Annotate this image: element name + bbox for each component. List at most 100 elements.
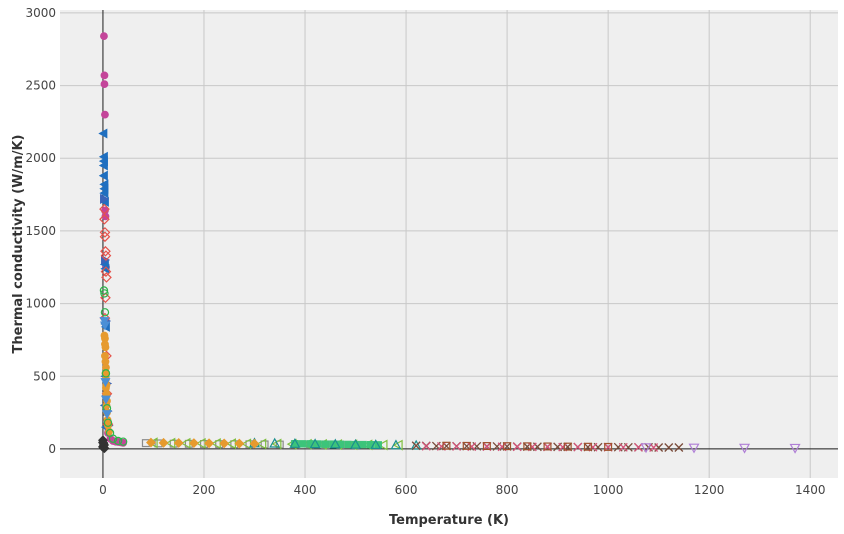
data-point [108, 434, 118, 443]
data-point [98, 160, 108, 171]
data-point [289, 437, 301, 448]
data-point [618, 442, 628, 452]
data-point [573, 442, 583, 452]
data-point [421, 441, 431, 451]
data-point [329, 438, 341, 449]
x-tick-label: 600 [395, 483, 418, 497]
data-point [113, 436, 123, 446]
data-point [674, 443, 684, 452]
data-point [442, 441, 451, 450]
data-point [390, 439, 402, 450]
data-point [219, 438, 230, 449]
data-point [100, 245, 111, 257]
data-point [234, 438, 245, 449]
data-point [101, 110, 109, 119]
data-point [100, 32, 108, 41]
data-point [99, 286, 109, 295]
data-point [306, 440, 314, 448]
data-point [101, 343, 110, 352]
data-point [392, 439, 403, 451]
y-tick-label: 3000 [25, 6, 56, 20]
y-tick-label: 2500 [25, 79, 56, 93]
data-point [543, 442, 552, 451]
grid [60, 10, 838, 478]
x-tick-label: 1400 [795, 483, 826, 497]
data-point [146, 437, 156, 448]
x-axis-title: Temperature (K) [389, 513, 509, 528]
data-point [664, 443, 674, 452]
tick-labels: 0 200 400 600 800 1000 1200 1400 0 500 1000 1500 200… [25, 6, 825, 497]
x-tick-label: 0 [99, 483, 107, 497]
data-point [583, 442, 592, 451]
data-point [99, 188, 109, 199]
data-point [377, 439, 388, 451]
data-point [370, 439, 382, 450]
data-point [99, 203, 110, 215]
y-tick-label: 2000 [25, 151, 56, 165]
y-tick-label: 500 [33, 369, 56, 383]
data-point [100, 378, 111, 388]
x-tick-label: 1200 [694, 483, 725, 497]
data-point [640, 443, 652, 454]
x-tick-label: 800 [496, 483, 519, 497]
data-point [99, 213, 110, 225]
data-point [99, 317, 110, 327]
data-point [269, 437, 281, 448]
data-point [99, 231, 111, 243]
data-point [100, 308, 110, 317]
data-point [188, 438, 199, 449]
data-point [100, 395, 111, 405]
data-point [100, 289, 109, 298]
data-point [249, 438, 260, 449]
data-points [98, 32, 801, 454]
data-point [633, 442, 643, 452]
data-point [118, 437, 128, 446]
data-point [503, 442, 512, 451]
data-point [688, 443, 700, 454]
y-tick-label: 1500 [25, 224, 56, 238]
x-tick-label: 1000 [593, 483, 624, 497]
plot-background [60, 10, 838, 478]
data-point [350, 438, 362, 449]
y-tick-label: 1000 [25, 297, 56, 311]
data-point [100, 71, 109, 80]
data-point [256, 438, 267, 450]
data-point [101, 369, 111, 378]
data-point [739, 443, 751, 454]
data-point [101, 410, 112, 420]
data-point [158, 437, 169, 448]
data-point [512, 442, 522, 452]
y-axis-title: Thermal conductivity (W/m/K) [11, 135, 26, 354]
data-point [100, 250, 112, 261]
data-point [103, 418, 113, 427]
data-point [98, 128, 108, 139]
data-point [482, 442, 491, 451]
data-point [101, 272, 112, 283]
data-point [366, 441, 375, 449]
y-tick-label: 0 [48, 442, 56, 456]
data-point [359, 440, 367, 449]
data-point [100, 80, 109, 89]
data-point [100, 193, 110, 204]
data-point [462, 441, 471, 450]
data-point [523, 442, 532, 451]
data-point [410, 439, 422, 450]
data-point [99, 227, 111, 238]
data-point [309, 438, 321, 449]
data-point [452, 442, 462, 451]
data-point [98, 170, 108, 181]
x-tick-label: 200 [193, 483, 216, 497]
x-tick-label: 400 [294, 483, 317, 497]
data-point [204, 438, 214, 449]
data-point [298, 440, 307, 448]
data-point [321, 440, 329, 448]
data-point [563, 442, 572, 451]
data-point [99, 321, 110, 331]
data-point [173, 438, 184, 448]
data-point [344, 440, 352, 449]
data-point [411, 441, 421, 451]
data-point [789, 443, 801, 454]
data-point [98, 437, 108, 448]
data-point [604, 442, 613, 451]
